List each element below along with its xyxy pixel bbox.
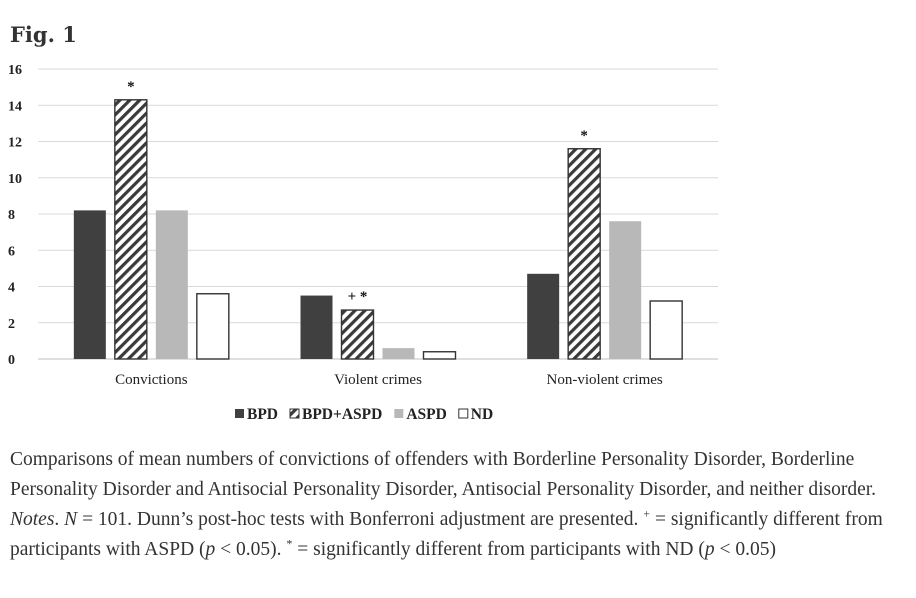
significance-marker: * (127, 79, 135, 95)
caption-plus-symbol: + (643, 506, 651, 521)
figure-label: Fig. 1 (10, 22, 77, 47)
caption-p-var-2: p (704, 539, 715, 560)
bar (527, 273, 560, 359)
bar (649, 300, 683, 360)
bar (114, 99, 148, 360)
y-tick-label: 8 (8, 208, 15, 223)
bar (382, 348, 415, 359)
bar (609, 221, 642, 359)
legend-swatch (458, 408, 469, 419)
significance-marker: + * (348, 289, 368, 305)
caption-text-7: < 0.05) (714, 539, 777, 560)
x-tick-label: Convictions (115, 372, 188, 388)
bar (155, 210, 188, 359)
y-tick-label: 0 (8, 353, 15, 368)
caption-text-5: < 0.05). (215, 539, 287, 560)
caption-notes: Notes (10, 509, 55, 530)
legend-label: BPD (247, 406, 278, 423)
y-tick-label: 16 (8, 63, 22, 78)
y-tick-label: 14 (8, 99, 22, 114)
bar (196, 293, 230, 360)
caption-text-3: = 101. Dunn’s post-hoc tests with Bonfer… (77, 509, 644, 530)
caption-text-4: = significantly different from participa… (10, 509, 883, 560)
annotations: * + * * (127, 79, 588, 305)
legend-label: ASPD (406, 406, 446, 423)
bar (73, 210, 106, 359)
bar (300, 295, 333, 359)
legend-swatch (394, 409, 404, 418)
bar (422, 351, 457, 360)
x-tick-label: Non-violent crimes (547, 372, 663, 388)
figure-caption: Comparisons of mean numbers of convictio… (10, 445, 910, 565)
bar (340, 309, 375, 360)
caption-n-var: N (64, 509, 78, 530)
caption-star-symbol: * (286, 536, 293, 551)
bar (567, 148, 601, 360)
x-tick-label: Violent crimes (334, 372, 422, 388)
y-tick-label: 12 (8, 136, 22, 151)
bar-chart: 0 2 4 6 8 10 12 14 16 * + * * Convictions Violent c… (8, 63, 718, 423)
legend-label: BPD+ASPD (302, 406, 382, 423)
caption-p-var-1: p (205, 539, 216, 560)
y-tick-label: 2 (8, 317, 15, 332)
y-axis: 0 2 4 6 8 10 12 14 16 (8, 63, 22, 368)
legend-swatch (235, 409, 244, 418)
y-tick-label: 4 (8, 281, 15, 296)
caption-text-2: . (54, 509, 65, 530)
y-tick-label: 10 (8, 172, 22, 187)
bars (73, 99, 683, 360)
legend-label: ND (471, 406, 493, 423)
x-axis: Convictions Violent crimes Non-violent cri… (115, 372, 663, 388)
legend-swatch (289, 408, 300, 419)
significance-marker: * (580, 128, 588, 144)
caption-text-1: Comparisons of mean numbers of convictio… (10, 449, 877, 500)
caption-text-6: = significantly different from participa… (292, 539, 705, 560)
y-tick-label: 6 (8, 244, 15, 259)
grid-lines (38, 68, 718, 360)
legend: BPD BPD+ASPD ASPD ND (235, 406, 493, 423)
